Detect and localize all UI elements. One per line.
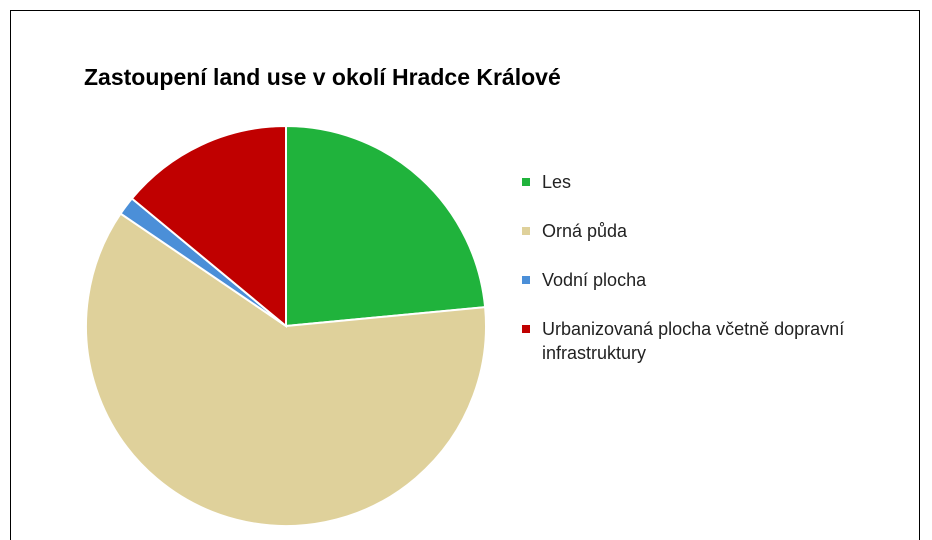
legend-item: Les xyxy=(522,170,882,194)
pie-slice xyxy=(285,124,487,328)
legend-label: Orná půda xyxy=(542,221,628,241)
legend-label: Les xyxy=(542,172,572,192)
legend-label: Vodní plocha xyxy=(542,270,647,290)
pie-slice xyxy=(130,124,287,329)
legend-item: Orná půda xyxy=(522,219,882,243)
legend-swatch xyxy=(522,325,530,333)
legend-label: Urbanizovaná plocha včetně dopravní infr… xyxy=(542,319,845,363)
chart-title: Zastoupení land use v okolí Hradce Králo… xyxy=(84,64,561,90)
legend-swatch xyxy=(522,227,530,235)
legend-swatch xyxy=(522,276,530,284)
pie-slice xyxy=(85,212,487,527)
legend-item: Vodní plocha xyxy=(522,268,882,292)
legend-swatch xyxy=(522,178,530,186)
chart-frame xyxy=(10,10,920,540)
legend-item: Urbanizovaná plocha včetně dopravní infr… xyxy=(522,317,882,365)
legend: Les Orná půda Vodní plocha Urbanizovaná plo… xyxy=(522,170,882,390)
